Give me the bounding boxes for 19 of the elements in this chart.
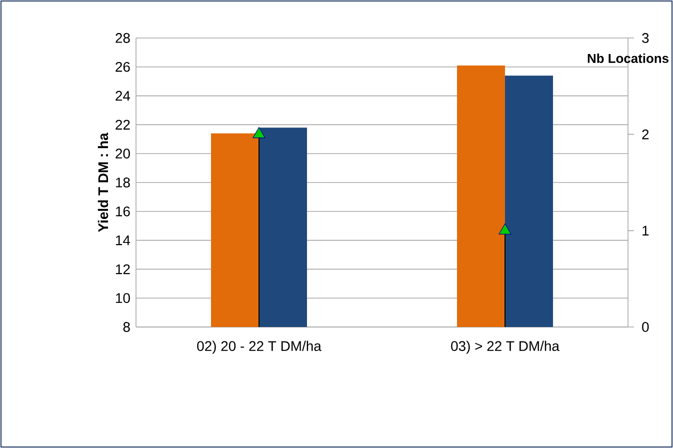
y-tick-label: 20: [116, 148, 130, 159]
x-tick-label: 02) 20 - 22 T DM/ha: [197, 340, 322, 354]
y-tick-label: 10: [116, 293, 130, 304]
y-tick-label: 24: [116, 90, 130, 101]
y2-tick-label: 0: [642, 322, 649, 332]
y2-tick-label: 1: [642, 226, 649, 236]
y-tick-label: 16: [116, 206, 130, 216]
y-tick-label: 8: [123, 322, 130, 332]
y-tick-label: 12: [116, 264, 130, 274]
y-tick-label: 14: [116, 236, 130, 246]
y-axis-title: Yield T DM : ha: [98, 132, 108, 232]
y-tick-label: 26: [116, 62, 130, 72]
y-tick-label: 28: [116, 33, 130, 43]
x-tick-label: 03) > 22 T DM/ha: [451, 340, 560, 354]
y-tick-label: 22: [116, 120, 130, 130]
y2-tick-label: 2: [642, 129, 649, 140]
y2-tick-label: 3: [642, 33, 649, 43]
y2-axis-title: Nb Locations: [588, 53, 668, 63]
y-tick-label: 18: [116, 178, 130, 188]
